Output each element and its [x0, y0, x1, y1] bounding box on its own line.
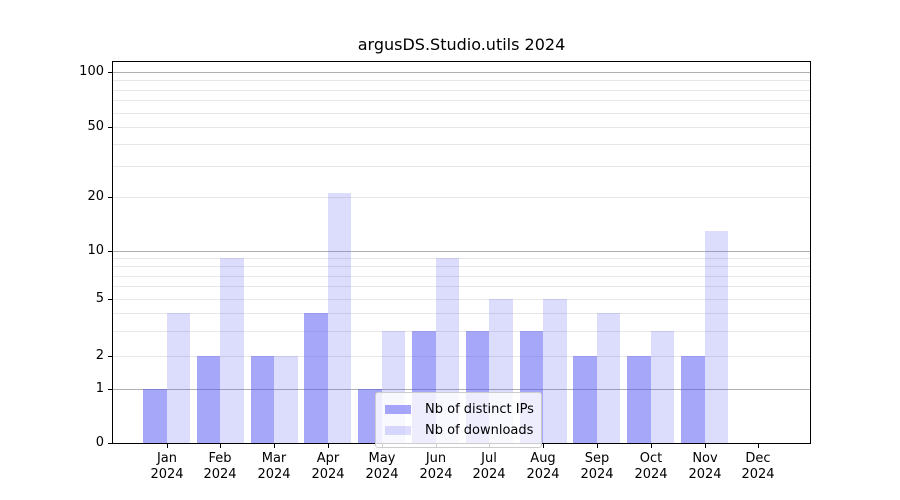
y-tick-label-2: 2 [95, 348, 104, 363]
bar-distinct-ips-oct [627, 356, 651, 443]
y-tick-label-50: 50 [87, 119, 104, 134]
gridline-y-4 [113, 313, 810, 314]
y-tick-10 [108, 251, 112, 252]
y-tick-label-10: 10 [87, 243, 104, 258]
legend-swatch-distinct-ips [385, 405, 411, 414]
legend-label-distinct-ips: Nb of distinct IPs [425, 402, 534, 417]
gridline-y-70 [113, 100, 810, 101]
y-tick-1 [108, 389, 112, 390]
chart-title: argusDS.Studio.utils 2024 [357, 35, 566, 54]
bar-downloads-aug [543, 299, 567, 443]
y-tick-label-20: 20 [87, 189, 104, 204]
gridline-y-5 [113, 299, 810, 300]
y-tick-100 [108, 72, 112, 73]
bar-downloads-oct [650, 330, 675, 443]
bar-distinct-ips-nov [681, 356, 705, 443]
gridline-y-9 [113, 258, 810, 259]
legend-label-downloads: Nb of downloads [425, 423, 534, 438]
bar-distinct-ips-feb [196, 356, 221, 443]
x-tick-jan [167, 444, 168, 448]
x-tick-label-oct-2024: Oct 2024 [634, 451, 668, 482]
x-tick-label-jul-2024: Jul 2024 [472, 451, 506, 482]
x-tick-label-jan-2024: Jan 2024 [150, 451, 184, 482]
legend-row-downloads: Nb of downloads [385, 420, 534, 441]
bar-downloads-jan [166, 312, 190, 443]
gridline-y-30 [113, 166, 810, 167]
x-tick-label-feb-2024: Feb 2024 [203, 451, 237, 482]
plot-canvas [113, 62, 810, 443]
x-tick-sep [597, 444, 598, 448]
legend-swatch-downloads [385, 426, 411, 435]
y-tick-label-5: 5 [95, 291, 104, 306]
plot-area [112, 61, 811, 444]
gridline-y-90 [113, 80, 810, 81]
y-tick-5 [108, 299, 112, 300]
y-tick-label-1: 1 [95, 381, 104, 396]
bar-downloads-feb [220, 258, 244, 443]
x-tick-label-jun-2024: Jun 2024 [419, 451, 453, 482]
gridline-y-7 [113, 276, 810, 277]
x-tick-label-sep-2024: Sep 2024 [580, 451, 614, 482]
bar-distinct-ips-mar [250, 356, 275, 443]
x-tick-mar [274, 444, 275, 448]
legend-row-distinct-ips: Nb of distinct IPs [385, 399, 534, 420]
bar-downloads-nov [704, 230, 728, 443]
x-tick-label-mar-2024: Mar 2024 [257, 451, 291, 482]
x-tick-label-aug-2024: Aug 2024 [526, 451, 560, 482]
gridline-y-10 [113, 251, 810, 252]
x-tick-nov [705, 444, 706, 448]
gridline-y-8 [113, 266, 810, 267]
gridline-y-100 [113, 72, 810, 73]
bar-downloads-apr [327, 193, 352, 443]
gridline-y-1 [113, 389, 810, 390]
gridline-y-40 [113, 144, 810, 145]
y-tick-20 [108, 197, 112, 198]
x-tick-apr [328, 444, 329, 448]
y-tick-label-100: 100 [79, 64, 104, 79]
bar-downloads-sep [596, 312, 621, 443]
bar-downloads-mar [274, 356, 298, 443]
x-tick-label-dec-2024: Dec 2024 [741, 451, 775, 482]
gridline-y-80 [113, 90, 810, 91]
y-tick-50 [108, 127, 112, 128]
x-tick-feb [220, 444, 221, 448]
x-tick-aug [543, 444, 544, 448]
x-tick-label-nov-2024: Nov 2024 [688, 451, 722, 482]
gridline-y-50 [113, 127, 810, 128]
x-tick-label-apr-2024: Apr 2024 [311, 451, 345, 482]
x-tick-label-may-2024: May 2024 [365, 451, 399, 482]
y-tick-0 [108, 443, 112, 444]
x-tick-oct [651, 444, 652, 448]
bar-distinct-ips-jan [143, 389, 167, 443]
y-tick-label-0: 0 [95, 435, 104, 450]
gridline-y-3 [113, 331, 810, 332]
gridline-y-2 [113, 356, 810, 357]
gridline-y-60 [113, 113, 810, 114]
x-tick-dec [758, 444, 759, 448]
y-tick-2 [108, 356, 112, 357]
gridline-y-20 [113, 197, 810, 198]
bar-distinct-ips-sep [573, 356, 597, 443]
bar-distinct-ips-apr [304, 312, 328, 443]
legend: Nb of distinct IPs Nb of downloads [375, 392, 542, 448]
gridline-y-6 [113, 286, 810, 287]
